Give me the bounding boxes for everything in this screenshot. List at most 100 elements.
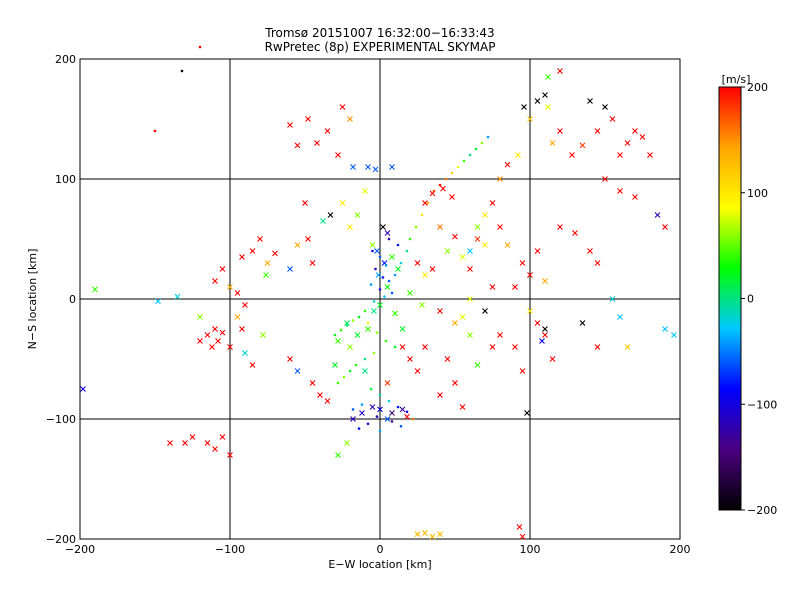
data-point-stroke: [489, 200, 496, 206]
data-point-dot: [390, 291, 394, 295]
data-point-dot: [351, 319, 355, 322]
data-point-stroke: [654, 212, 661, 218]
data-point-stroke: [305, 236, 311, 242]
data-point-dot: [405, 410, 409, 414]
data-point-stroke: [327, 212, 334, 218]
data-point-stroke: [594, 344, 601, 350]
data-point-x: [587, 248, 593, 254]
data-point-x: [579, 320, 586, 326]
data-point-dot: [357, 315, 361, 319]
data-point-stroke: [504, 161, 511, 168]
data-point-dot: [153, 129, 157, 133]
data-point-stroke: [234, 290, 241, 296]
data-point-x: [294, 368, 301, 374]
data-point-dot: [342, 375, 346, 379]
data-point-x: [482, 242, 488, 248]
data-point-stroke: [314, 140, 320, 146]
data-point-x: [545, 104, 551, 110]
data-point-stroke: [602, 104, 608, 110]
data-point-stroke: [375, 272, 382, 278]
data-point-x: [272, 250, 278, 257]
data-point-x: [444, 248, 451, 254]
data-point-x: [257, 236, 263, 242]
colorbar-label: [m/s]: [722, 73, 751, 86]
data-point-dot: [474, 147, 478, 151]
data-point-dot: [360, 403, 364, 406]
data-point-x: [234, 314, 241, 320]
data-point-x: [294, 142, 301, 149]
data-point-x: [302, 200, 308, 206]
data-point-dot: [414, 225, 418, 229]
data-point-dot: [378, 429, 382, 433]
data-point-dot: [387, 399, 391, 403]
data-point-dot: [363, 357, 367, 361]
data-point-stroke: [557, 128, 563, 134]
data-point-x: [389, 410, 395, 416]
data-point-stroke: [242, 302, 248, 308]
data-point-x: [227, 284, 233, 290]
data-point-stroke: [512, 284, 518, 290]
data-point-stroke: [617, 314, 623, 320]
data-point-stroke: [632, 128, 638, 134]
data-point-stroke: [309, 260, 316, 266]
y-tick-label: 0: [69, 293, 76, 306]
data-point-stroke: [504, 242, 511, 248]
data-point-x: [344, 320, 350, 326]
colorbar: [m/s] 200 100 0 −100 −200: [718, 73, 777, 517]
data-point-x: [609, 116, 616, 122]
data-point-stroke: [384, 230, 391, 236]
data-point-x: [549, 356, 556, 362]
data-point-stroke: [444, 248, 451, 254]
data-point-x: [594, 344, 601, 350]
data-point-stroke: [347, 116, 353, 122]
data-point-x: [414, 260, 421, 266]
data-point-stroke: [459, 404, 466, 410]
data-point-stroke: [399, 406, 406, 413]
data-point-x: [497, 332, 503, 338]
data-point-x: [369, 404, 376, 410]
data-point-x: [474, 224, 481, 230]
data-point-x: [377, 302, 383, 308]
data-point-stroke: [227, 452, 233, 458]
data-point-stroke: [197, 314, 203, 320]
data-point-x: [260, 332, 266, 338]
data-point-stroke: [377, 302, 383, 308]
data-point-x: [384, 380, 391, 386]
data-point-stroke: [602, 176, 608, 182]
data-point-x: [204, 332, 211, 338]
data-point-stroke: [534, 320, 541, 326]
data-point-dot: [396, 405, 400, 409]
data-point-stroke: [239, 326, 245, 332]
data-point-x: [524, 410, 530, 416]
data-point-x: [557, 68, 563, 74]
data-point-stroke: [609, 296, 616, 302]
data-point-stroke: [234, 314, 241, 320]
data-point-stroke: [482, 212, 488, 218]
data-point-x: [452, 233, 458, 240]
data-point-stroke: [324, 128, 331, 134]
data-point-x: [239, 326, 245, 332]
data-point-stroke: [219, 329, 226, 336]
y-tick-label: −200: [46, 533, 76, 546]
data-point-x: [594, 260, 601, 266]
data-point-x: [324, 128, 331, 134]
data-point-x: [519, 260, 526, 266]
data-point-dot: [371, 249, 374, 253]
data-point-stroke: [347, 344, 353, 350]
data-point-x: [399, 326, 406, 332]
data-points: [80, 45, 677, 540]
data-point-x: [419, 302, 425, 308]
data-point-dot: [369, 387, 373, 391]
data-point-stroke: [594, 260, 601, 266]
data-point-stroke: [350, 416, 356, 422]
data-point-dot: [426, 201, 430, 205]
data-point-stroke: [429, 266, 436, 272]
data-point-x: [521, 104, 527, 110]
data-point-stroke: [594, 128, 601, 134]
data-point-x: [264, 260, 271, 266]
data-point-stroke: [380, 224, 386, 230]
data-point-stroke: [527, 116, 533, 122]
data-point-stroke: [515, 152, 521, 158]
x-tick-label: 0: [377, 543, 384, 556]
